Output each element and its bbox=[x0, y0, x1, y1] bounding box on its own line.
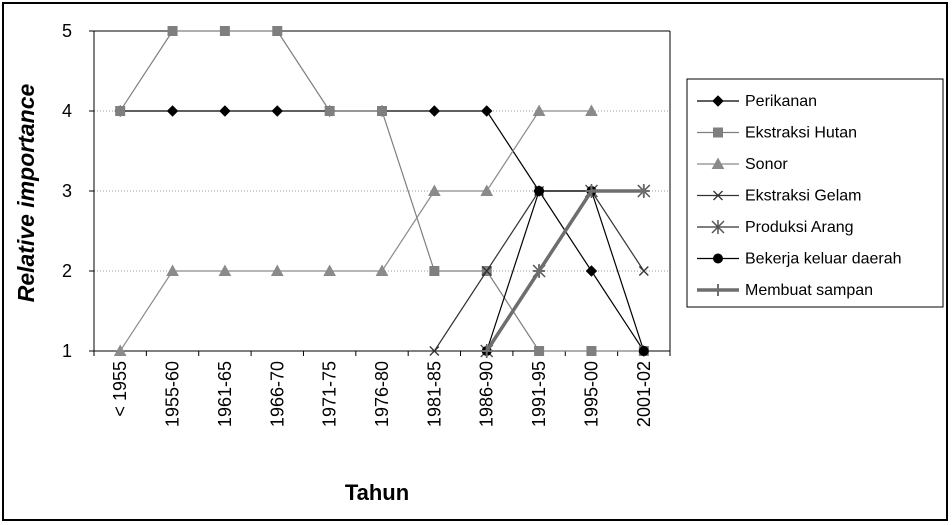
marker-triangle bbox=[323, 264, 336, 276]
marker-square bbox=[713, 127, 723, 138]
series-line-bekerja-keluar-daerah bbox=[486, 190, 645, 352]
marker-triangle bbox=[375, 264, 389, 276]
marker-square bbox=[219, 26, 230, 36]
marker-diamond bbox=[428, 105, 441, 117]
x-tick-label: 1976-80 bbox=[372, 361, 392, 427]
series-sonor bbox=[113, 104, 598, 356]
marker-plus bbox=[637, 185, 650, 197]
legend-label: Ekstraksi Gelam bbox=[745, 188, 861, 205]
marker-triangle bbox=[113, 344, 127, 356]
legend-label: Membuat sampan bbox=[745, 282, 873, 299]
marker-square bbox=[115, 106, 126, 116]
series-perikanan bbox=[114, 105, 650, 357]
legend-item-ekstraksi-gelam: Ekstraksi Gelam bbox=[697, 188, 861, 205]
marker-diamond bbox=[712, 95, 724, 107]
marker-square bbox=[534, 346, 545, 356]
legend-item-bekerja-keluar-daerah: Bekerja keluar daerah bbox=[697, 251, 902, 268]
marker-plus bbox=[585, 185, 598, 197]
x-axis-label: Tahun bbox=[345, 480, 409, 505]
y-tick-label: 5 bbox=[62, 21, 72, 41]
legend-item-sonor: Sonor bbox=[697, 156, 788, 173]
series-line-sonor bbox=[119, 110, 592, 352]
legend-item-membuat-sampan: Membuat sampan bbox=[697, 282, 873, 299]
marker-x bbox=[713, 190, 723, 201]
y-tick-label: 4 bbox=[62, 101, 72, 121]
x-tick-label: 1955-60 bbox=[163, 361, 183, 427]
marker-circle bbox=[713, 253, 723, 264]
x-tick-label: 1981-85 bbox=[424, 361, 444, 427]
marker-square bbox=[167, 26, 178, 36]
marker-diamond bbox=[271, 105, 283, 117]
marker-triangle bbox=[270, 264, 284, 276]
legend-label: Ekstraksi Hutan bbox=[745, 125, 857, 142]
x-tick-labels: < 1955 1955-60 1961-65 1966-70 1971-75 1976-8… bbox=[110, 361, 654, 427]
x-tick-label: 1966-70 bbox=[267, 361, 287, 427]
axes bbox=[89, 30, 671, 356]
legend-box bbox=[686, 78, 944, 308]
x-tick-label: 1971-75 bbox=[320, 361, 340, 427]
y-tick-labels: 1 2 3 4 5 bbox=[62, 21, 72, 361]
legend: Perikanan Ekstraksi Hutan Sonor Ekstraksi G… bbox=[686, 78, 944, 308]
x-tick-label: 1961-65 bbox=[215, 361, 235, 427]
marker-star bbox=[711, 220, 725, 234]
y-tick-label: 2 bbox=[62, 261, 72, 281]
marker-diamond bbox=[585, 265, 598, 277]
line-chart: 1 2 3 4 5 < 1955 1955-60 1961-65 1966-70 1971-75… bbox=[13, 21, 944, 505]
y-tick-label: 1 bbox=[62, 341, 72, 361]
marker-circle bbox=[638, 346, 649, 356]
marker-triangle bbox=[711, 157, 725, 169]
legend-label: Perikanan bbox=[745, 93, 817, 110]
marker-square bbox=[429, 266, 440, 276]
marker-plus bbox=[480, 345, 493, 357]
y-axis-label: Relative importance bbox=[13, 84, 39, 303]
x-tick-label: < 1955 bbox=[110, 361, 130, 417]
legend-item-ekstraksi-hutan: Ekstraksi Hutan bbox=[697, 125, 857, 142]
x-tick-label: 2001-02 bbox=[634, 361, 654, 427]
marker-plus bbox=[712, 284, 724, 296]
x-tick-label: 1991-95 bbox=[529, 361, 549, 427]
data-series bbox=[113, 26, 651, 358]
marker-triangle bbox=[218, 264, 232, 276]
marker-circle bbox=[534, 186, 545, 196]
marker-square bbox=[324, 106, 335, 116]
marker-triangle bbox=[480, 184, 494, 196]
marker-triangle bbox=[532, 104, 546, 116]
marker-diamond bbox=[481, 105, 493, 117]
marker-x bbox=[429, 346, 440, 356]
legend-label: Bekerja keluar daerah bbox=[745, 251, 902, 268]
marker-square bbox=[272, 26, 283, 36]
marker-x bbox=[638, 266, 649, 276]
x-tick-label: 1995-00 bbox=[581, 361, 601, 427]
marker-triangle bbox=[428, 184, 441, 196]
series-membuat-sampan bbox=[480, 185, 650, 357]
marker-x bbox=[481, 266, 492, 276]
marker-square bbox=[377, 106, 387, 116]
series-line-membuat-sampan bbox=[485, 189, 644, 352]
gridlines bbox=[94, 30, 670, 272]
marker-diamond bbox=[219, 105, 231, 117]
marker-triangle bbox=[585, 104, 598, 116]
marker-square bbox=[586, 346, 597, 356]
marker-plus bbox=[533, 265, 546, 277]
legend-item-produksi-arang: Produksi Arang bbox=[697, 219, 854, 236]
y-tick-label: 3 bbox=[62, 181, 72, 201]
x-tick-label: 1986-90 bbox=[477, 361, 497, 427]
legend-label: Sonor bbox=[745, 156, 788, 173]
legend-label: Produksi Arang bbox=[745, 219, 854, 236]
marker-triangle bbox=[166, 264, 179, 276]
marker-diamond bbox=[166, 105, 179, 117]
legend-item-perikanan: Perikanan bbox=[697, 93, 817, 110]
